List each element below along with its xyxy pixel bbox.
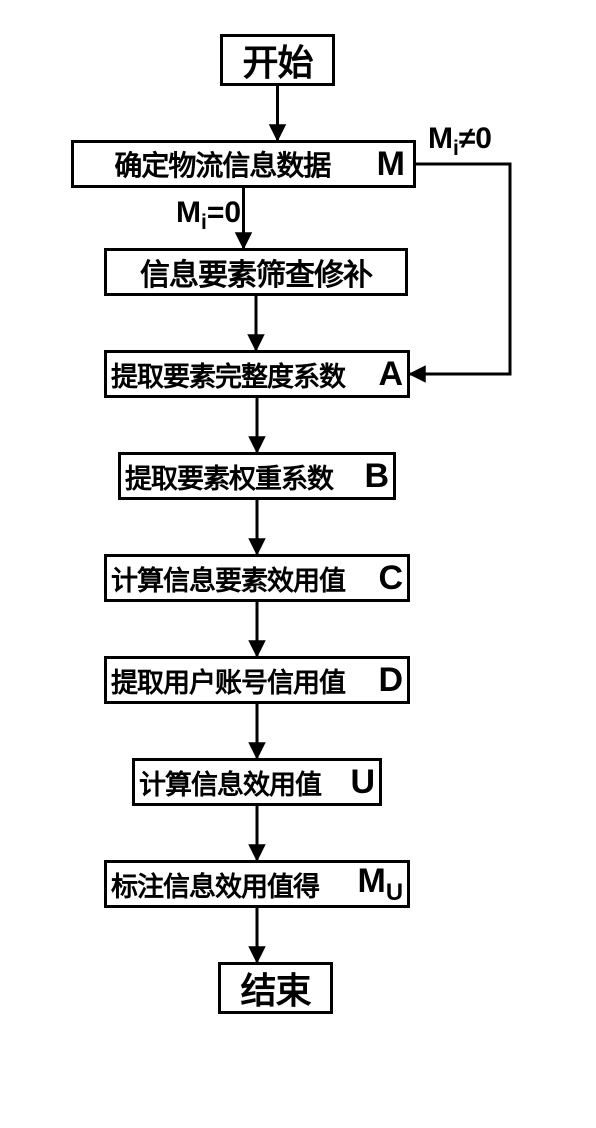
node-n3-label: 提取要素完整度系数 <box>111 355 378 394</box>
node-n2-label: 信息要素筛查修补 <box>140 250 372 294</box>
branch-label-mi-nonzero: Mi≠0 <box>428 122 492 161</box>
node-n3-sym: A <box>378 355 403 394</box>
node-n1-sym: M <box>377 145 405 184</box>
node-n8: 标注信息效用值得 MU <box>104 860 410 908</box>
node-start-label: 开始 <box>242 34 312 86</box>
node-start: 开始 <box>220 34 335 86</box>
node-n5: 计算信息要素效用值 C <box>104 554 410 602</box>
node-end-label: 结束 <box>240 962 310 1014</box>
node-n2: 信息要素筛查修补 <box>104 248 408 296</box>
node-n8-sym: MU <box>357 862 403 907</box>
node-n4-sym: B <box>364 457 389 496</box>
node-n6-label: 提取用户账号信用值 <box>111 661 378 700</box>
branch-label-mi-zero: Mi=0 <box>176 196 241 235</box>
node-n5-label: 计算信息要素效用值 <box>111 559 378 598</box>
node-n4-label: 提取要素权重系数 <box>125 457 364 496</box>
node-n7-label: 计算信息效用值 <box>139 763 350 802</box>
node-n1: 确定物流信息数据 M <box>71 140 416 188</box>
node-n1-label: 确定物流信息数据 <box>78 144 367 184</box>
node-n5-sym: C <box>378 559 403 598</box>
node-n7: 计算信息效用值 U <box>132 758 382 806</box>
node-n3: 提取要素完整度系数 A <box>104 350 410 398</box>
node-n4: 提取要素权重系数 B <box>118 452 396 500</box>
node-n6: 提取用户账号信用值 D <box>104 656 410 704</box>
node-n6-sym: D <box>378 661 403 700</box>
node-n8-label: 标注信息效用值得 <box>111 865 357 904</box>
node-end: 结束 <box>218 962 333 1014</box>
node-n7-sym: U <box>350 763 375 802</box>
